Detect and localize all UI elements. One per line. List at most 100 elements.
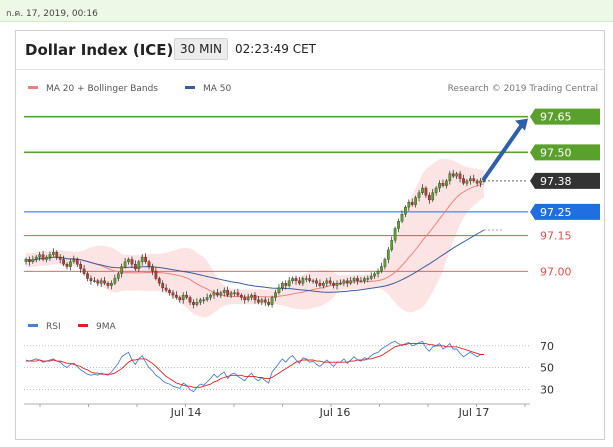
candle-body — [274, 292, 277, 298]
candle-body — [349, 280, 353, 284]
candle-body — [144, 256, 147, 262]
candle — [451, 169, 455, 179]
candle-body — [318, 283, 322, 286]
candle — [359, 277, 363, 283]
level-badge-97-65: 97.65 — [530, 108, 600, 125]
candle-body — [185, 294, 188, 298]
candle-body — [45, 256, 48, 260]
candle-body — [308, 278, 312, 281]
candle-body — [75, 259, 79, 265]
candle-body — [294, 278, 298, 281]
candle — [465, 178, 469, 187]
candle-body — [24, 259, 28, 262]
candle — [79, 261, 83, 273]
candle — [427, 192, 431, 204]
candle-body — [236, 292, 240, 296]
candle — [257, 296, 260, 305]
candle-body — [448, 173, 452, 182]
candle-body — [209, 294, 212, 298]
candle-body — [168, 290, 171, 293]
candle — [468, 175, 472, 185]
candle-body — [171, 292, 175, 296]
candle-body — [441, 183, 445, 186]
candle — [96, 278, 100, 287]
candle — [236, 288, 240, 298]
candle — [120, 263, 124, 278]
candle-body — [106, 283, 110, 286]
candle — [280, 281, 284, 291]
candle — [233, 289, 236, 297]
candle-body — [298, 280, 301, 284]
candle — [140, 254, 144, 266]
candle-body — [216, 292, 219, 296]
date-text: ก.ค. 17, 2019, 00:16 — [6, 9, 98, 19]
candle-body — [123, 261, 127, 267]
candle-body — [359, 280, 363, 282]
candle-body — [38, 254, 42, 258]
candle — [345, 277, 349, 288]
candle — [55, 250, 59, 260]
candle — [380, 262, 383, 274]
candle — [161, 280, 165, 292]
candle-body — [284, 283, 288, 286]
candle — [65, 262, 69, 270]
candle — [335, 280, 339, 290]
candle-body — [239, 294, 243, 298]
candle-body — [134, 264, 137, 270]
candle — [137, 259, 141, 272]
candle-body — [93, 280, 96, 282]
candle — [45, 255, 48, 263]
candle — [479, 178, 482, 188]
candle-body — [315, 280, 318, 284]
forecast-arrow — [482, 118, 528, 181]
candle-body — [31, 259, 35, 262]
candle-body — [438, 183, 441, 189]
candle — [212, 289, 216, 299]
candle-body — [462, 178, 465, 184]
candle — [116, 271, 120, 282]
candle — [31, 255, 35, 264]
candle — [185, 291, 188, 300]
candle — [134, 260, 137, 271]
x-tick-label: Jul 14 — [170, 406, 202, 419]
candle-body — [79, 264, 83, 270]
legend-rsi-swatch — [28, 324, 38, 327]
legend-9ma-label: 9MA — [96, 322, 116, 332]
candle — [277, 284, 281, 295]
candle-body — [99, 280, 103, 284]
candle — [82, 265, 86, 276]
candle — [352, 276, 356, 284]
candle-body — [380, 266, 383, 272]
candle-body — [383, 259, 387, 267]
candle — [472, 174, 476, 183]
candle-body — [301, 278, 305, 284]
candle — [51, 248, 55, 257]
candle-body — [356, 278, 359, 281]
candle — [311, 278, 315, 284]
candle — [34, 255, 38, 263]
candle — [106, 281, 110, 289]
level-badge-text: 97.25 — [540, 206, 572, 219]
candle-body — [147, 261, 151, 267]
candle-body — [455, 173, 459, 177]
forecast-arrow-head — [515, 118, 528, 131]
candle-body — [103, 280, 106, 284]
candle-body — [376, 271, 380, 274]
candle — [110, 280, 113, 290]
level-badge-text: 97.65 — [540, 111, 572, 124]
interval-selector[interactable]: 30 MIN — [174, 38, 228, 60]
x-axis: Jul 14 Jul 16 Jul 17 — [24, 403, 530, 419]
candle — [188, 295, 192, 306]
candle-body — [130, 259, 134, 265]
candle — [414, 195, 417, 208]
candle-body — [58, 256, 62, 260]
candle — [246, 293, 250, 302]
level-badge-97-50: 97.50 — [530, 144, 600, 161]
candle-body — [195, 302, 199, 305]
candle — [455, 171, 459, 179]
candle — [318, 279, 322, 288]
candle — [291, 276, 294, 284]
legend-ma50-label: MA 50 — [203, 84, 232, 94]
candle — [373, 271, 376, 279]
candle — [239, 293, 243, 301]
